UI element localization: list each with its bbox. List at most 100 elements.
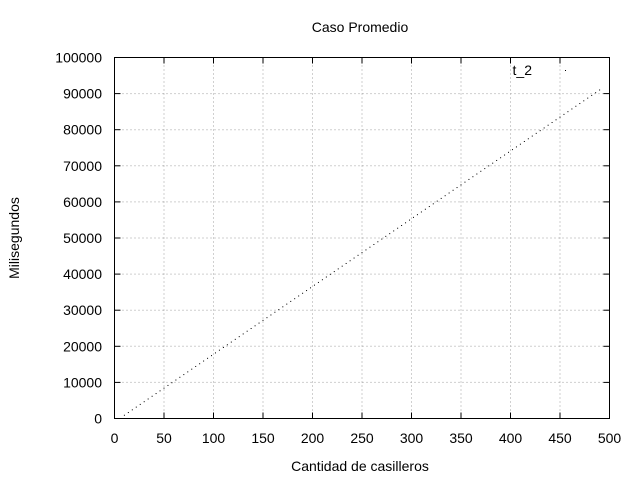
data-point [234,338,236,340]
data-point [551,122,553,124]
y-tick-label: 100000 [55,50,102,66]
axis-ticks [114,57,610,419]
data-point [492,162,494,164]
data-point [583,100,585,102]
data-point [226,344,228,346]
data-point [405,222,407,224]
data-point [191,368,193,370]
data-point [254,325,256,327]
data-point [468,178,470,180]
y-tick-label: 90000 [63,86,102,102]
data-point [397,227,399,229]
y-tick-label: 10000 [63,374,102,390]
data-point [353,257,355,259]
y-axis-title: Milisegundos [6,197,22,279]
x-tick-label: 250 [350,430,374,446]
data-point [401,225,403,227]
y-tick-label: 50000 [63,230,102,246]
data-point [175,379,177,381]
data-point [500,157,502,159]
data-point [167,384,169,386]
data-point [460,184,462,186]
data-point [123,414,125,416]
data-point [333,271,335,273]
data-point [345,262,347,264]
data-point [310,287,312,289]
data-point [563,113,565,115]
y-tick-label: 0 [94,411,102,427]
data-point [183,374,185,376]
data-point [211,355,213,357]
grid [114,57,610,419]
y-tick-label: 40000 [63,266,102,282]
x-tick-label: 150 [251,430,275,446]
data-point [393,230,395,232]
data-point [472,176,474,178]
data-point [579,103,581,105]
data-point [432,203,434,205]
data-point [385,235,387,237]
data-point [381,238,383,240]
data-point [599,89,601,91]
data-point [214,352,216,354]
data-point [440,197,442,199]
data-point [523,140,525,142]
data-point [258,322,260,324]
data-point [424,208,426,210]
data-point [218,349,220,351]
data-point [171,382,173,384]
x-tick-label: 400 [499,430,523,446]
data-point [286,303,288,305]
data-point [543,127,545,129]
x-tick-labels: 0 50 100 150 200 250 300 350 400 450 500 [111,430,622,446]
data-point [444,195,446,197]
data-point [274,311,276,313]
data-point [420,211,422,213]
data-point [317,281,319,283]
data-point [135,406,137,408]
y-tick-label: 60000 [63,194,102,210]
data-point [373,243,375,245]
data-point [365,249,367,251]
data-point [349,260,351,262]
y-tick-labels: 0 10000 20000 30000 40000 50000 60000 70000 8000… [55,50,102,427]
data-point [147,398,149,400]
legend-marker [565,70,566,71]
data-point [496,159,498,161]
data-point [595,92,597,94]
data-point [567,111,569,113]
data-point [377,241,379,243]
data-point [230,341,232,343]
legend-label: t_2 [513,62,533,78]
series-t2 [123,89,601,416]
data-point [575,105,577,107]
data-point [539,130,541,132]
data-point [199,363,201,365]
data-point [511,149,513,151]
data-point [488,165,490,167]
y-tick-label: 30000 [63,302,102,318]
data-point [262,319,264,321]
data-point [329,273,331,275]
data-point [238,336,240,338]
data-point [456,187,458,189]
data-point [337,268,339,270]
data-point [290,300,292,302]
data-point [591,94,593,96]
data-point [207,357,209,359]
data-point [242,333,244,335]
x-axis-title: Cantidad de casilleros [291,458,429,474]
data-point [361,252,363,254]
data-point [270,314,272,316]
data-point [294,298,296,300]
data-point [250,328,252,330]
data-point [504,154,506,156]
data-point [143,401,145,403]
data-point [246,330,248,332]
legend: t_2 [513,62,566,78]
data-point [416,214,418,216]
data-point [547,124,549,126]
data-point [127,412,129,414]
data-point [555,119,557,121]
